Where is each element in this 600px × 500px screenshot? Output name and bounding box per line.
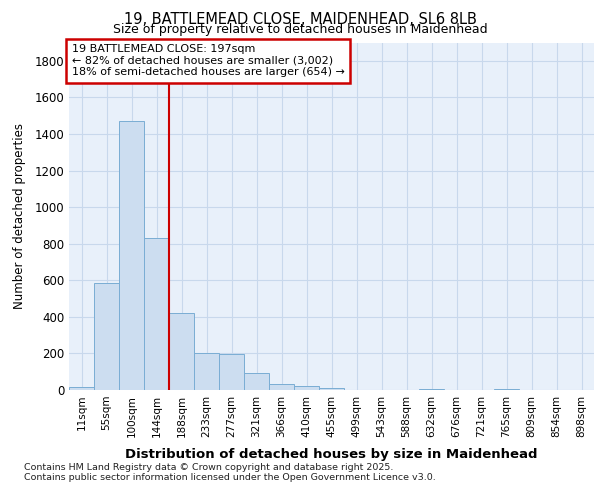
Bar [494, 389, 519, 390]
Bar [219, 354, 244, 390]
Text: Contains HM Land Registry data © Crown copyright and database right 2025.: Contains HM Land Registry data © Crown c… [24, 462, 394, 471]
Bar [244, 372, 269, 390]
Text: 19 BATTLEMEAD CLOSE: 197sqm
← 82% of detached houses are smaller (3,002)
18% of : 19 BATTLEMEAD CLOSE: 197sqm ← 82% of det… [71, 44, 344, 78]
Text: 19, BATTLEMEAD CLOSE, MAIDENHEAD, SL6 8LB: 19, BATTLEMEAD CLOSE, MAIDENHEAD, SL6 8L… [124, 12, 476, 28]
X-axis label: Distribution of detached houses by size in Maidenhead: Distribution of detached houses by size … [125, 448, 538, 461]
Y-axis label: Number of detached properties: Number of detached properties [13, 123, 26, 309]
Bar [194, 354, 219, 390]
Bar [94, 283, 119, 390]
Bar [169, 313, 194, 390]
Bar [319, 388, 344, 390]
Bar [269, 384, 294, 390]
Bar [69, 388, 94, 390]
Text: Size of property relative to detached houses in Maidenhead: Size of property relative to detached ho… [113, 24, 487, 36]
Bar [119, 121, 144, 390]
Text: Contains public sector information licensed under the Open Government Licence v3: Contains public sector information licen… [24, 472, 436, 482]
Bar [294, 386, 319, 390]
Bar [144, 238, 169, 390]
Bar [419, 389, 444, 390]
